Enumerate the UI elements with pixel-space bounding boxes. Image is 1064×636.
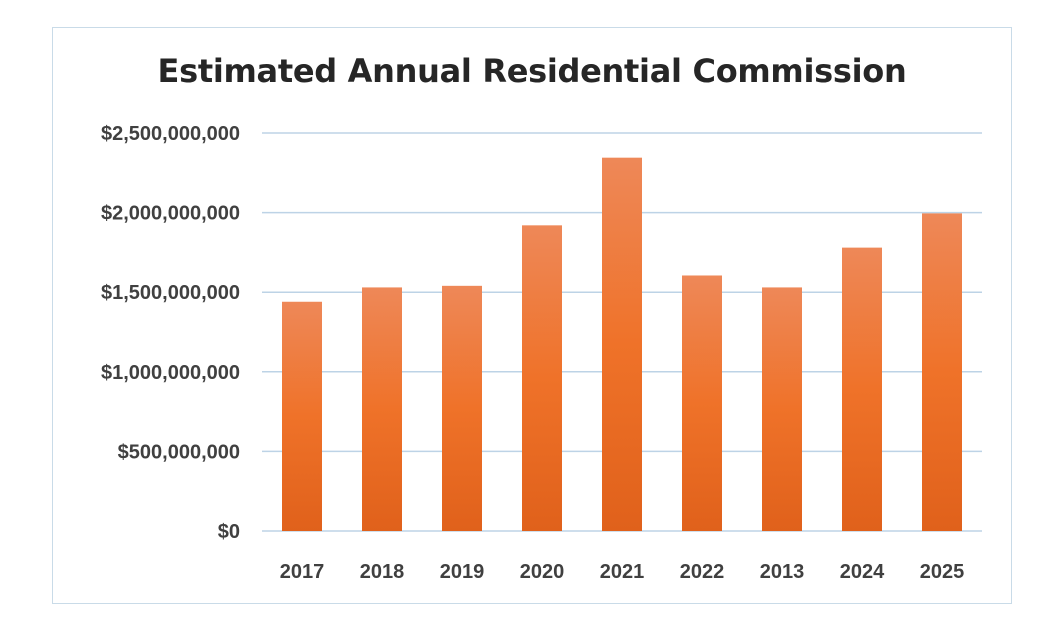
x-tick-label: 2013 — [760, 561, 805, 583]
bar-2020 — [522, 225, 562, 531]
bar-2024 — [842, 247, 882, 531]
bar-2025 — [922, 213, 962, 531]
bar-2022 — [682, 275, 722, 531]
bar-2021 — [602, 157, 642, 531]
bar-2013 — [762, 287, 802, 531]
chart-title: Estimated Annual Residential Commission — [157, 52, 907, 90]
x-tick-label: 2018 — [360, 561, 405, 583]
bar-2019 — [442, 285, 482, 531]
x-tick-label: 2024 — [840, 561, 885, 583]
y-axis-ticks: $0 $500,000,000 $1,000,000,000 $1,500,000,0… — [101, 123, 240, 543]
x-tick-label: 2017 — [280, 561, 325, 583]
y-tick-label: $1,500,000,000 — [101, 282, 240, 304]
bars — [282, 157, 962, 531]
x-axis-ticks: 2017 2018 2019 2020 2021 2022 2013 2024 2025 — [280, 561, 965, 583]
x-tick-label: 2019 — [440, 561, 485, 583]
x-tick-label: 2020 — [520, 561, 565, 583]
bar-2017 — [282, 301, 322, 531]
y-tick-label: $500,000,000 — [118, 441, 240, 463]
x-tick-label: 2025 — [920, 561, 965, 583]
y-tick-label: $2,000,000,000 — [101, 203, 240, 225]
y-tick-label: $2,500,000,000 — [101, 123, 240, 145]
y-tick-label: $1,000,000,000 — [101, 362, 240, 384]
x-tick-label: 2022 — [680, 561, 725, 583]
y-tick-label: $0 — [218, 521, 240, 543]
x-tick-label: 2021 — [600, 561, 645, 583]
bar-2018 — [362, 287, 402, 531]
